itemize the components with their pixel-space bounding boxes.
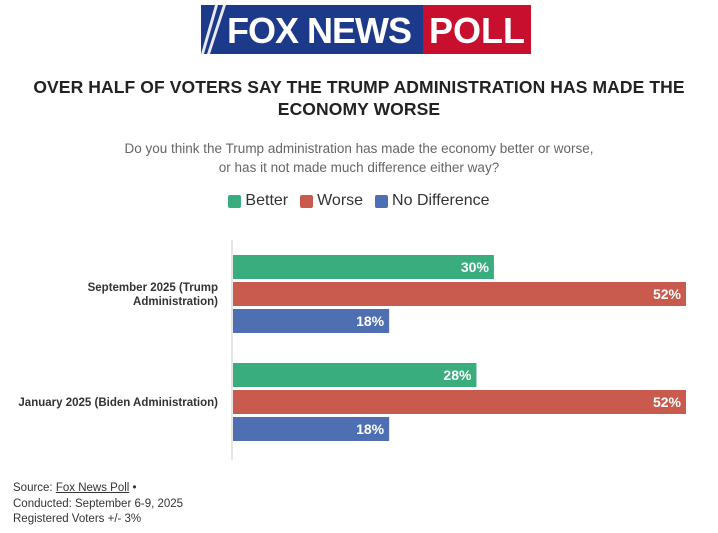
data-label-no-difference-1: 18% [356, 421, 385, 437]
data-label-better-0: 30% [461, 259, 490, 275]
source-line: Source: Fox News Poll • [13, 481, 183, 497]
legend-item-no-difference: No Difference [375, 191, 490, 211]
bar-worse-1 [233, 390, 686, 414]
bar-better-0 [233, 255, 494, 279]
chart-subtitle: Do you think the Trump administration ha… [60, 139, 658, 177]
legend-swatch-worse [300, 194, 314, 208]
category-label-line: January 2025 (Biden Administration) [18, 397, 218, 409]
category-label-line: Administration) [133, 296, 218, 308]
footer: Source: Fox News Poll • Conducted: Septe… [13, 481, 183, 528]
legend-swatch-no-difference [375, 194, 389, 208]
category-label-line: September 2025 (Trump [88, 282, 218, 294]
conducted-line: Conducted: September 6-9, 2025 [13, 497, 184, 510]
source-suffix: • [129, 482, 137, 494]
bar-worse-0 [233, 282, 686, 306]
subtitle-line-1: Do you think the Trump administration ha… [124, 141, 594, 156]
category-label-1: January 2025 (Biden Administration) [18, 397, 218, 409]
legend-label-better: Better [245, 192, 289, 209]
legend-item-worse: Worse [300, 191, 363, 211]
data-label-worse-1: 52% [653, 394, 682, 410]
legend-label-worse: Worse [317, 192, 364, 209]
data-label-better-1: 28% [443, 367, 472, 383]
data-label-no-difference-0: 18% [356, 313, 385, 329]
bar-chart: September 2025 (Trump Administration) 30% 5… [18, 240, 686, 460]
bar-no-difference-1 [233, 417, 390, 441]
logo-text-fox-news: FOX NEWS [227, 10, 411, 51]
source-link[interactable]: Fox News Poll [55, 482, 130, 494]
legend-item-better: Better [228, 191, 288, 211]
legend-label-no-difference: No Difference [392, 192, 490, 209]
bar-better-1 [233, 363, 477, 387]
logo-text-poll: POLL [429, 10, 525, 51]
category-label-0: September 2025 (Trump Administration) [88, 282, 219, 308]
sample-line: Registered Voters +/- 3% [13, 513, 142, 525]
chart-title: OVER HALF OF VOTERS SAY THE TRUMP ADMINI… [33, 77, 685, 119]
subtitle-line-2: or has it not made much difference eithe… [218, 160, 500, 175]
bar-no-difference-0 [233, 309, 390, 333]
legend: Better Worse No Difference [0, 191, 718, 211]
source-prefix: Source: [13, 482, 56, 494]
fox-news-poll-logo: FOX NEWS POLL [201, 5, 531, 54]
data-label-worse-0: 52% [653, 286, 682, 302]
legend-swatch-better [228, 194, 242, 208]
